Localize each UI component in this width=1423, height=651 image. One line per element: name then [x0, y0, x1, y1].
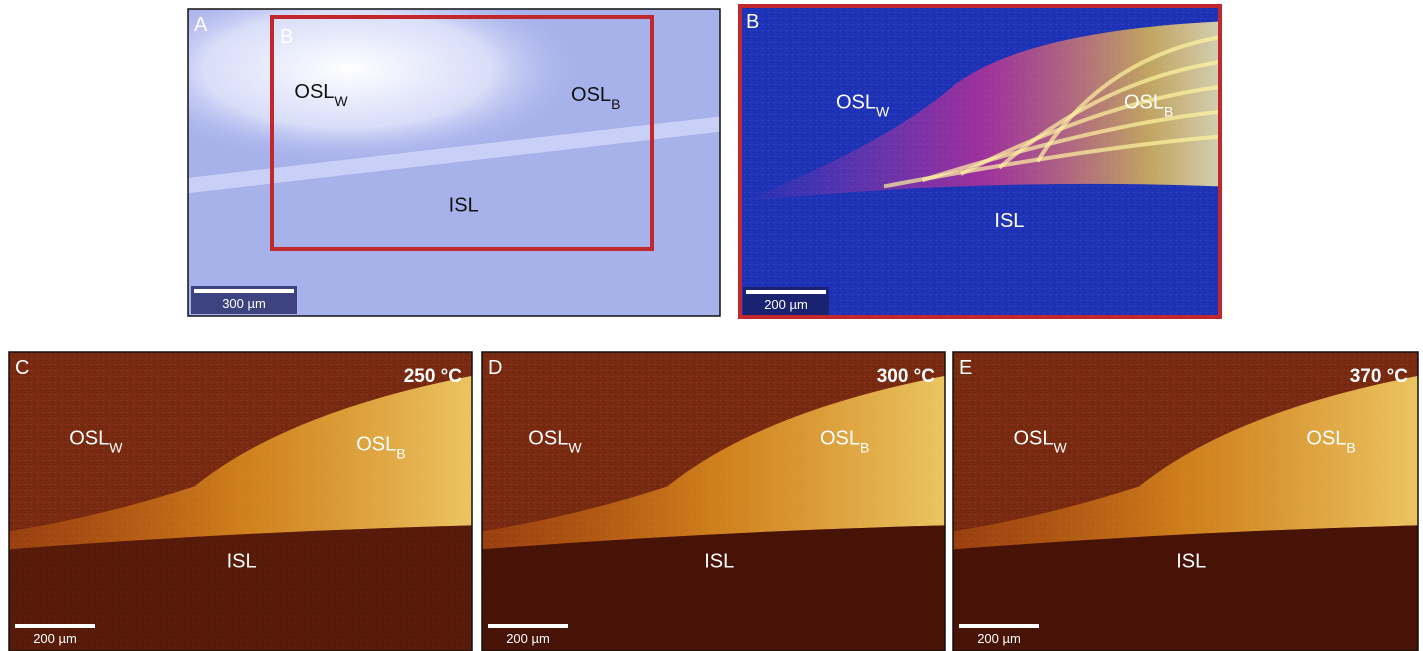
- region-label-main: OSL: [294, 81, 334, 103]
- region-label-main: OSL: [528, 428, 568, 450]
- inset-letter: B: [280, 26, 293, 48]
- region-label: ISL: [449, 195, 479, 217]
- panel-letter: C: [15, 357, 29, 379]
- scale-bar-label: 200 µm: [977, 631, 1021, 646]
- image-haze: [188, 9, 720, 224]
- scale-bar: [746, 290, 826, 294]
- region-label-sub: B: [1346, 440, 1355, 456]
- panel-letter: A: [194, 14, 208, 36]
- region-label: ISL: [704, 550, 734, 572]
- region-label-sub: B: [396, 446, 405, 462]
- region-label-main: OSL: [1306, 428, 1346, 450]
- temperature: 300 °C: [877, 366, 936, 387]
- region-label-main: OSL: [571, 84, 611, 106]
- region-label-sub: B: [1164, 104, 1173, 120]
- region-label-sub: B: [611, 96, 620, 112]
- region-label-main: ISL: [449, 195, 479, 217]
- region-label-main: OSL: [836, 92, 876, 114]
- region-label-main: OSL: [356, 434, 396, 456]
- region-label: ISL: [1176, 550, 1206, 572]
- region-label-sub: W: [568, 440, 582, 456]
- panel-letter: B: [746, 11, 759, 33]
- region-label-sub: B: [860, 440, 869, 456]
- region-label-main: OSL: [1013, 428, 1053, 450]
- panel-letter: E: [959, 357, 972, 379]
- scale-bar-label: 300 µm: [222, 296, 266, 311]
- scale-bar-label: 200 µm: [506, 631, 550, 646]
- region-label-main: ISL: [994, 210, 1024, 232]
- scale-bar-label: 200 µm: [33, 631, 77, 646]
- region-label-sub: W: [1053, 440, 1067, 456]
- region-label-main: OSL: [1124, 92, 1164, 114]
- scale-bar: [194, 289, 294, 293]
- panel-letter: D: [488, 357, 502, 379]
- region-label-sub: W: [334, 93, 348, 109]
- region-label: ISL: [994, 210, 1024, 232]
- region-label-main: ISL: [1176, 550, 1206, 572]
- region-label-main: ISL: [704, 550, 734, 572]
- region-label-main: ISL: [227, 550, 257, 572]
- temperature: 370 °C: [1350, 366, 1409, 387]
- scale-bar-label: 200 µm: [764, 297, 808, 312]
- region-label-sub: W: [109, 440, 123, 456]
- region-label-main: OSL: [820, 428, 860, 450]
- temperature: 250 °C: [404, 366, 463, 387]
- scale-bar: [488, 624, 568, 628]
- region-label-sub: W: [876, 104, 890, 120]
- figure: BAOSLWOSLBISL300 µmBOSLWOSLBISL200 µm250…: [0, 0, 1423, 651]
- region-label-main: OSL: [69, 428, 109, 450]
- scale-bar: [959, 624, 1039, 628]
- scale-bar: [15, 624, 95, 628]
- region-label: ISL: [227, 550, 257, 572]
